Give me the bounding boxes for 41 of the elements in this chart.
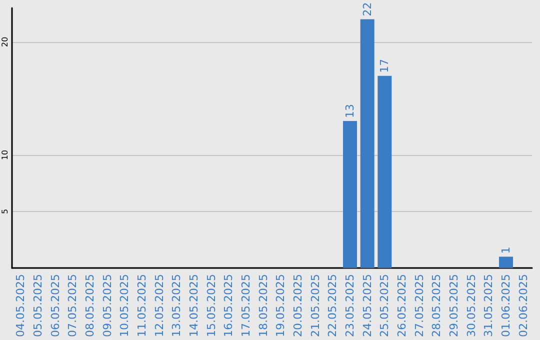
x-tick-label: 16.05.2025 xyxy=(222,274,236,338)
x-tick-label: 10.05.2025 xyxy=(118,274,132,338)
x-tick-label: 19.05.2025 xyxy=(274,274,288,338)
x-tick-label: 11.05.2025 xyxy=(136,274,148,338)
x-tick-label: 26.05.2025 xyxy=(396,274,408,338)
x-tick-label: 17.05.2025 xyxy=(240,274,252,338)
x-tick-label: 20.05.2025 xyxy=(292,274,304,338)
bar xyxy=(378,76,392,268)
x-tick-label: 01.06.2025 xyxy=(500,274,512,338)
x-tick-label: 25.05.2025 xyxy=(378,274,392,338)
data-label: 17 xyxy=(378,58,392,73)
x-tick-label: 06.05.2025 xyxy=(48,274,62,338)
x-tick-label: 09.05.2025 xyxy=(100,274,114,338)
bar xyxy=(360,19,374,268)
x-tick-label: 31.05.2025 xyxy=(482,274,496,338)
x-tick-label: 07.05.2025 xyxy=(66,274,80,338)
y-tick-label: 10 xyxy=(0,150,10,160)
y-tick-label: 5 xyxy=(0,208,10,214)
data-label: 1 xyxy=(500,246,512,254)
x-tick-label: 30.05.2025 xyxy=(464,274,478,338)
x-tick-label: 28.05.2025 xyxy=(430,274,444,338)
x-tick-label: 27.05.2025 xyxy=(412,274,426,338)
x-tick-label: 24.05.2025 xyxy=(360,274,374,338)
x-tick-label: 12.05.2025 xyxy=(152,274,166,338)
x-tick-label: 14.05.2025 xyxy=(188,274,200,338)
x-tick-label: 15.05.2025 xyxy=(204,274,218,338)
bar xyxy=(343,121,357,268)
data-label: 22 xyxy=(360,2,374,16)
x-tick-label: 29.05.2025 xyxy=(448,274,460,338)
x-tick-label: 13.05.2025 xyxy=(170,274,184,338)
x-tick-label: 08.05.2025 xyxy=(84,274,96,338)
bar xyxy=(499,256,513,268)
x-tick-label: 04.05.2025 xyxy=(14,274,28,338)
x-tick-label: 02.06.2025 xyxy=(516,274,530,338)
y-tick-label: 20 xyxy=(0,36,10,48)
x-tick-label: 05.05.2025 xyxy=(32,274,44,338)
x-tick-label: 23.05.2025 xyxy=(344,274,356,338)
x-tick-label: 18.05.2025 xyxy=(256,274,270,338)
x-tick-label: 21.05.2025 xyxy=(308,274,322,338)
x-tick-label: 22.05.2025 xyxy=(326,274,340,338)
data-label: 13 xyxy=(344,104,356,118)
